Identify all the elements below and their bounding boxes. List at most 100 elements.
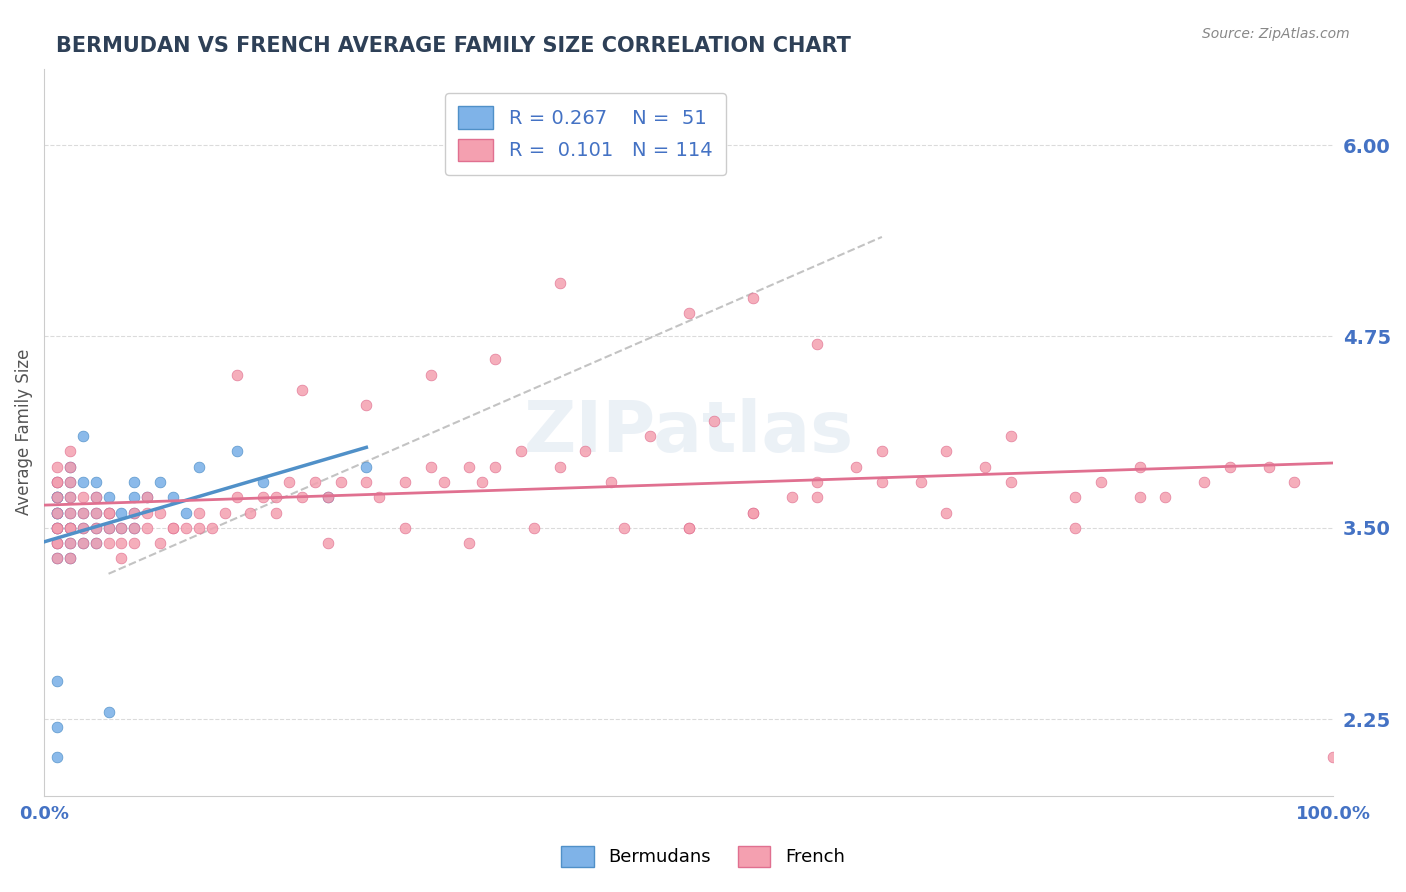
Point bbox=[1154, 490, 1177, 504]
Point bbox=[187, 459, 209, 474]
Point bbox=[46, 506, 69, 520]
Point bbox=[316, 490, 339, 504]
Point bbox=[1322, 750, 1344, 764]
Point bbox=[46, 490, 69, 504]
Point bbox=[46, 506, 69, 520]
Point bbox=[264, 490, 287, 504]
Point bbox=[46, 551, 69, 566]
Point bbox=[84, 506, 107, 520]
Point bbox=[471, 475, 494, 489]
Point bbox=[187, 521, 209, 535]
Point bbox=[46, 490, 69, 504]
Point bbox=[59, 490, 82, 504]
Point bbox=[910, 475, 932, 489]
Point bbox=[59, 521, 82, 535]
Point bbox=[124, 521, 146, 535]
Point bbox=[124, 506, 146, 520]
Point bbox=[394, 475, 416, 489]
Point bbox=[252, 490, 274, 504]
Point bbox=[97, 506, 120, 520]
Point bbox=[600, 475, 623, 489]
Point bbox=[291, 383, 314, 397]
Point bbox=[46, 490, 69, 504]
Point bbox=[84, 475, 107, 489]
Point bbox=[110, 506, 132, 520]
Point bbox=[46, 506, 69, 520]
Point bbox=[1000, 475, 1022, 489]
Point bbox=[97, 506, 120, 520]
Point bbox=[97, 521, 120, 535]
Point bbox=[110, 536, 132, 550]
Point bbox=[239, 506, 262, 520]
Text: ZIPatlas: ZIPatlas bbox=[523, 398, 853, 467]
Point bbox=[703, 414, 725, 428]
Point bbox=[316, 490, 339, 504]
Point bbox=[870, 444, 893, 458]
Point bbox=[1257, 459, 1279, 474]
Point bbox=[84, 506, 107, 520]
Point bbox=[291, 490, 314, 504]
Point bbox=[72, 475, 94, 489]
Point bbox=[316, 536, 339, 550]
Point bbox=[46, 750, 69, 764]
Point bbox=[59, 521, 82, 535]
Point bbox=[548, 276, 571, 290]
Point bbox=[806, 490, 828, 504]
Point bbox=[162, 521, 184, 535]
Point bbox=[935, 444, 957, 458]
Point bbox=[484, 459, 506, 474]
Point bbox=[149, 506, 172, 520]
Point bbox=[974, 459, 997, 474]
Point bbox=[368, 490, 391, 504]
Point bbox=[162, 490, 184, 504]
Point bbox=[264, 506, 287, 520]
Point bbox=[59, 551, 82, 566]
Point bbox=[1064, 490, 1087, 504]
Point bbox=[678, 521, 700, 535]
Point bbox=[72, 521, 94, 535]
Point bbox=[46, 490, 69, 504]
Point bbox=[935, 506, 957, 520]
Point bbox=[574, 444, 596, 458]
Point bbox=[806, 475, 828, 489]
Point bbox=[1129, 490, 1152, 504]
Point bbox=[59, 521, 82, 535]
Point bbox=[356, 475, 378, 489]
Point bbox=[523, 521, 546, 535]
Point bbox=[394, 521, 416, 535]
Point bbox=[356, 398, 378, 412]
Point bbox=[59, 475, 82, 489]
Point bbox=[1219, 459, 1241, 474]
Point bbox=[1284, 475, 1306, 489]
Point bbox=[46, 521, 69, 535]
Point bbox=[46, 506, 69, 520]
Point bbox=[1064, 521, 1087, 535]
Point bbox=[678, 306, 700, 320]
Point bbox=[72, 490, 94, 504]
Point bbox=[124, 521, 146, 535]
Point bbox=[46, 459, 69, 474]
Point bbox=[97, 490, 120, 504]
Point bbox=[97, 521, 120, 535]
Point bbox=[187, 506, 209, 520]
Point bbox=[84, 490, 107, 504]
Point bbox=[84, 536, 107, 550]
Point bbox=[46, 673, 69, 688]
Point bbox=[1129, 459, 1152, 474]
Point bbox=[226, 444, 249, 458]
Point bbox=[174, 506, 197, 520]
Point bbox=[1192, 475, 1215, 489]
Point bbox=[72, 506, 94, 520]
Point bbox=[124, 506, 146, 520]
Point bbox=[46, 536, 69, 550]
Point bbox=[46, 521, 69, 535]
Point bbox=[136, 521, 159, 535]
Point bbox=[252, 475, 274, 489]
Point bbox=[110, 551, 132, 566]
Point bbox=[458, 459, 481, 474]
Point bbox=[97, 705, 120, 719]
Point bbox=[46, 536, 69, 550]
Point bbox=[433, 475, 456, 489]
Point bbox=[136, 490, 159, 504]
Point bbox=[124, 475, 146, 489]
